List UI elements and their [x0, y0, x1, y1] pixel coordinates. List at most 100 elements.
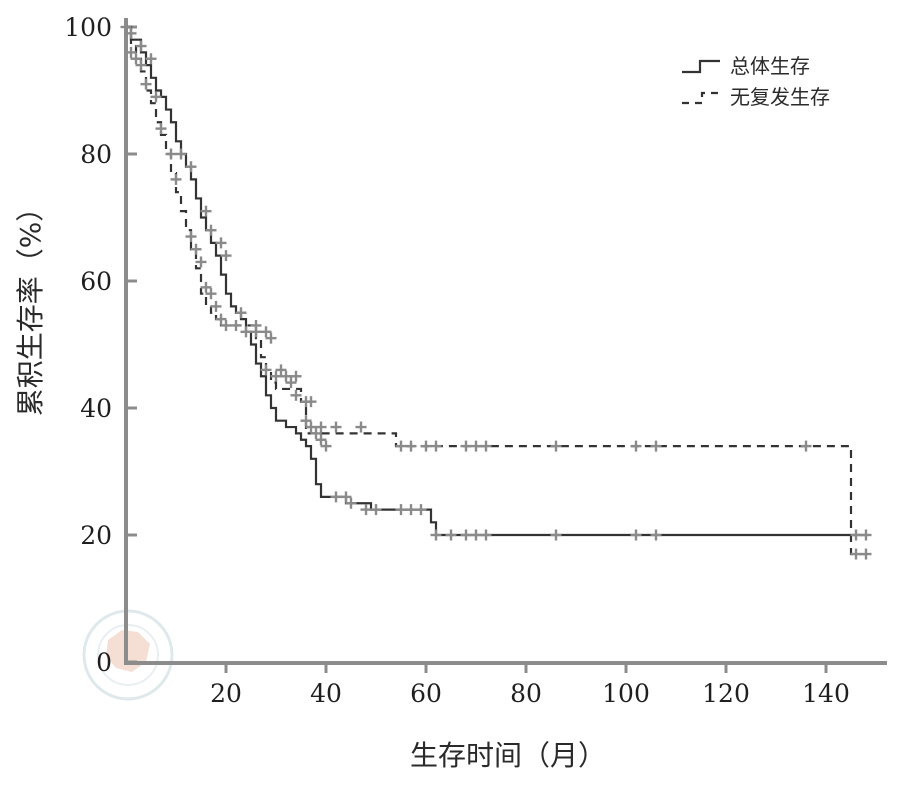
x-tick-label: 120	[702, 679, 750, 708]
censor-mark-overall	[395, 504, 407, 516]
censor-mark-rfs	[195, 256, 207, 268]
censor-mark-overall	[415, 504, 427, 516]
censor-mark-overall	[315, 434, 327, 446]
censor-mark-overall	[480, 529, 492, 541]
censor-mark-rfs	[240, 326, 252, 338]
censor-mark-overall	[285, 377, 297, 389]
censor-mark-overall	[850, 529, 862, 541]
legend-swatch-rfs	[682, 91, 720, 105]
censor-mark-overall	[430, 529, 442, 541]
censor-mark-rfs	[165, 148, 177, 160]
censor-mark-rfs	[430, 440, 442, 452]
censor-mark-rfs	[120, 21, 132, 33]
censor-mark-overall	[305, 421, 317, 433]
censor-mark-overall	[125, 27, 137, 39]
censor-mark-overall	[445, 529, 457, 541]
x-tick-label: 60	[410, 679, 442, 708]
censor-mark-overall	[290, 389, 302, 401]
censor-mark-overall	[340, 491, 352, 503]
censor-mark-overall	[370, 504, 382, 516]
censor-mark-rfs	[125, 46, 137, 58]
censor-mark-rfs	[630, 440, 642, 452]
censor-mark-overall	[175, 148, 187, 160]
censor-mark-rfs	[315, 421, 327, 433]
censor-mark-overall	[650, 529, 662, 541]
censor-mark-rfs	[650, 440, 662, 452]
censor-mark-overall	[235, 307, 247, 319]
censor-mark-overall	[470, 529, 482, 541]
censor-mark-overall	[345, 497, 357, 509]
censor-mark-rfs	[205, 288, 217, 300]
censor-mark-rfs	[355, 421, 367, 433]
censor-mark-rfs	[800, 440, 812, 452]
censor-mark-overall	[300, 415, 312, 427]
y-tick-label: 100	[64, 13, 112, 42]
censor-mark-rfs	[155, 123, 167, 135]
y-tick-label: 40	[80, 394, 112, 423]
censor-mark-overall	[185, 161, 197, 173]
y-tick-label: 60	[80, 267, 112, 296]
censor-mark-rfs	[190, 243, 202, 255]
censor-mark-overall	[260, 326, 272, 338]
censor-mark-overall	[200, 205, 212, 217]
censor-mark-overall	[220, 250, 232, 262]
censor-mark-overall	[320, 440, 332, 452]
censor-mark-rfs	[140, 78, 152, 90]
censor-mark-overall	[405, 504, 417, 516]
series-overall-survival-line	[126, 25, 866, 537]
x-tick-label: 100	[602, 679, 650, 708]
censor-mark-rfs	[860, 548, 872, 560]
y-tick-label: 80	[80, 140, 112, 169]
y-tick-label: 20	[80, 521, 112, 550]
y-axis-ticks: 0 20 40 60 80 100	[64, 13, 137, 677]
censor-mark-overall	[330, 491, 342, 503]
censor-mark-rfs	[305, 396, 317, 408]
censor-mark-rfs	[200, 281, 212, 293]
censor-mark-rfs	[230, 319, 242, 331]
legend-swatch-overall	[682, 59, 720, 74]
y-tick-label: 0	[96, 648, 112, 677]
x-axis-title: 生存时间（月）	[410, 739, 606, 772]
y-axis-title: 累积生存率（%）	[14, 194, 47, 417]
censor-mark-rfs	[250, 326, 262, 338]
censor-mark-rfs	[130, 53, 142, 65]
x-tick-label: 20	[210, 679, 242, 708]
censor-mark-rfs	[150, 91, 162, 103]
censor-mark-rfs	[330, 421, 342, 433]
censor-mark-overall	[360, 504, 372, 516]
series-relapse-free-survival-line	[126, 25, 866, 556]
censor-mark-overall	[275, 364, 287, 376]
legend-label-rfs: 无复发生存	[730, 85, 830, 109]
censor-mark-rfs	[850, 548, 862, 560]
legend-label-overall: 总体生存	[730, 54, 810, 78]
censor-mark-rfs	[480, 440, 492, 452]
censor-marks	[120, 21, 872, 560]
censor-mark-overall	[460, 529, 472, 541]
censor-mark-rfs	[460, 440, 472, 452]
censor-mark-rfs	[290, 370, 302, 382]
censor-mark-rfs	[470, 440, 482, 452]
censor-mark-overall	[630, 529, 642, 541]
censor-mark-rfs	[260, 364, 272, 376]
censor-mark-rfs	[280, 370, 292, 382]
censor-mark-overall	[135, 40, 147, 52]
censor-mark-rfs	[220, 319, 232, 331]
censor-mark-rfs	[270, 370, 282, 382]
censor-mark-rfs	[185, 231, 197, 243]
censor-mark-rfs	[170, 173, 182, 185]
x-tick-label: 80	[510, 679, 542, 708]
x-axis-ticks: 20 40 60 80 100 120 140	[210, 663, 850, 708]
censor-mark-overall	[550, 529, 562, 541]
x-tick-label: 40	[310, 679, 342, 708]
censor-mark-overall	[215, 237, 227, 249]
censor-mark-rfs	[420, 440, 432, 452]
censor-mark-rfs	[210, 300, 222, 312]
censor-mark-rfs	[215, 313, 227, 325]
legend: 总体生存 无复发生存	[682, 54, 830, 109]
censor-mark-rfs	[550, 440, 562, 452]
series-layer	[126, 25, 866, 556]
censor-mark-overall	[205, 224, 217, 236]
censor-mark-overall	[860, 529, 872, 541]
censor-mark-overall	[265, 332, 277, 344]
